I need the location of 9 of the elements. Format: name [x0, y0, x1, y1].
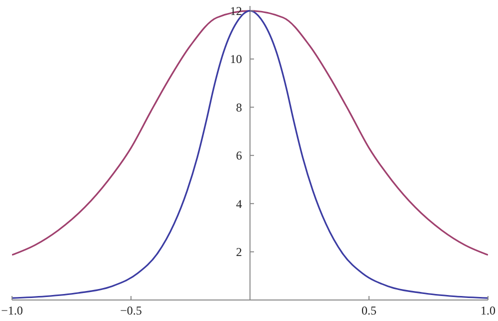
y-tick-label: 10 — [230, 52, 242, 66]
x-tick-label: −0.5 — [120, 304, 142, 318]
y-tick-label: 8 — [236, 100, 242, 114]
x-tick-label: −1.0 — [1, 304, 23, 318]
x-tick-label: 1.0 — [480, 304, 496, 318]
y-tick-label: 4 — [236, 196, 242, 211]
x-tick-label: 0.5 — [362, 304, 376, 318]
y-tick-label: 2 — [236, 245, 242, 260]
y-tick-label: 6 — [236, 148, 242, 163]
